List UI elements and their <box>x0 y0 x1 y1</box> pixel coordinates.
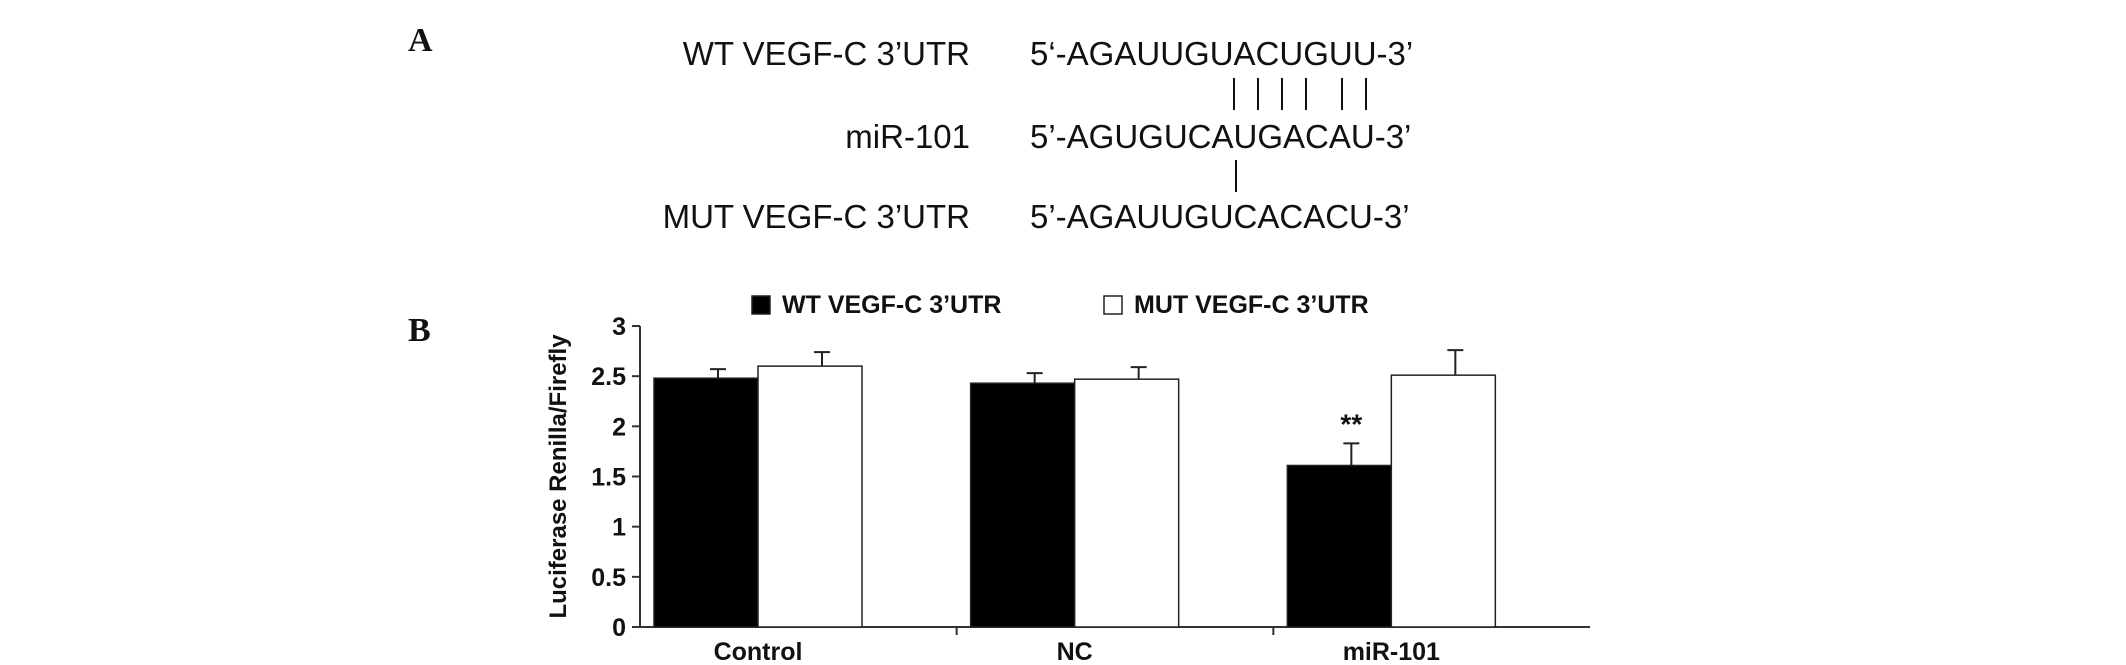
legend-swatch-mut <box>1103 295 1123 315</box>
y-tick-label: 0 <box>612 614 626 642</box>
mut-utr-sequence: 5’-AGAUUGUCACACU-3’ <box>1030 198 1410 235</box>
legend-label-wt: WT VEGF-C 3’UTR <box>782 291 1001 319</box>
bar-mut <box>1073 378 1180 628</box>
y-tick-label: 1.5 <box>591 464 626 492</box>
x-tick-label: Control <box>714 638 803 665</box>
y-tick-label: 1 <box>612 514 626 542</box>
x-tick-label: NC <box>1057 638 1093 665</box>
mut-utr-label: MUT VEGF-C 3’UTR <box>662 198 970 235</box>
base-pair-line <box>1233 78 1235 110</box>
base-pair-line <box>1305 78 1307 110</box>
mir101-label: miR-101 <box>845 118 970 155</box>
y-tick-label: 3 <box>612 313 626 341</box>
base-pair-line <box>1235 160 1237 192</box>
wt-utr-label: WT VEGF-C 3’UTR <box>682 35 970 72</box>
significance-marker: ** <box>1340 408 1362 439</box>
base-pair-line <box>1257 78 1259 110</box>
bar-wt <box>1286 464 1393 628</box>
legend-swatch-wt <box>751 295 771 315</box>
base-pair-line <box>1281 78 1283 110</box>
bar-mut <box>757 365 863 628</box>
mir101-sequence: 5’-AGUGUCAUGACAU-3’ <box>1030 118 1412 155</box>
y-axis-label: Luciferase Renilla/Firefly <box>545 334 572 619</box>
panel-b-label: B <box>408 312 431 349</box>
legend-label-mut: MUT VEGF-C 3’UTR <box>1134 291 1369 319</box>
y-tick-label: 0.5 <box>591 564 626 592</box>
wt-utr-sequence: 5‘-AGAUUGUACUGUU-3’ <box>1030 35 1414 72</box>
x-tick-label: miR-101 <box>1343 638 1440 665</box>
bar-wt <box>969 382 1076 628</box>
base-pair-line <box>1341 78 1343 110</box>
panel-a-label: A <box>408 22 433 59</box>
base-pair-line <box>1365 78 1367 110</box>
bar-wt <box>653 377 759 628</box>
y-tick-label: 2 <box>612 413 626 441</box>
bar-mut <box>1390 374 1497 628</box>
y-tick-label: 2.5 <box>591 363 626 391</box>
